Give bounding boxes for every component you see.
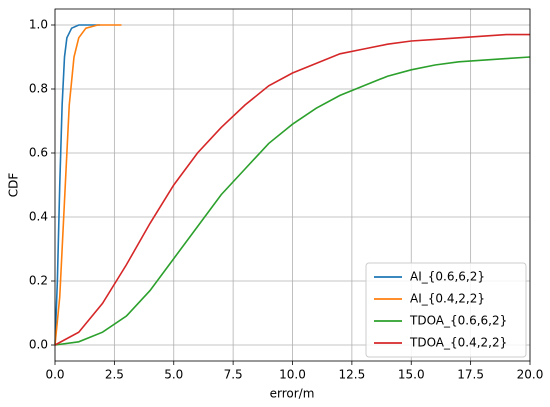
x-axis-label: error/m	[270, 387, 315, 401]
series-line	[54, 33, 530, 346]
y-tick-label: 0.6	[29, 146, 48, 160]
legend-box	[365, 262, 527, 358]
x-tick-label: 17.5	[457, 368, 484, 382]
y-tick-label: 0.2	[29, 274, 48, 288]
legend-label: TDOA_{0.4,2,2}	[409, 336, 507, 350]
legend-label: AI_{0.6,6,2}	[410, 270, 485, 284]
y-tick-label: 0.4	[29, 210, 48, 224]
x-tick-label: 15.0	[398, 368, 425, 382]
x-tick-label: 2.5	[105, 368, 124, 382]
y-tick-label: 0.0	[29, 338, 48, 352]
x-tick-label: 0.0	[45, 368, 64, 382]
y-axis-label: CDF	[7, 173, 21, 198]
series-line	[54, 24, 101, 346]
series-line	[54, 56, 531, 346]
x-tick-label: 12.5	[339, 368, 366, 382]
x-tick-label: 20.0	[517, 368, 544, 382]
legend-label: AI_{0.4,2,2}	[410, 292, 485, 306]
x-tick-label: 7.5	[224, 368, 243, 382]
legend-label: TDOA_{0.6,6,2}	[409, 314, 507, 328]
series-line	[54, 24, 122, 346]
y-tick-label: 1.0	[29, 18, 48, 32]
plot-frame	[54, 8, 531, 362]
x-tick-label: 10.0	[279, 368, 306, 382]
y-tick-label: 0.8	[29, 82, 48, 96]
x-tick-label: 5.0	[164, 368, 183, 382]
